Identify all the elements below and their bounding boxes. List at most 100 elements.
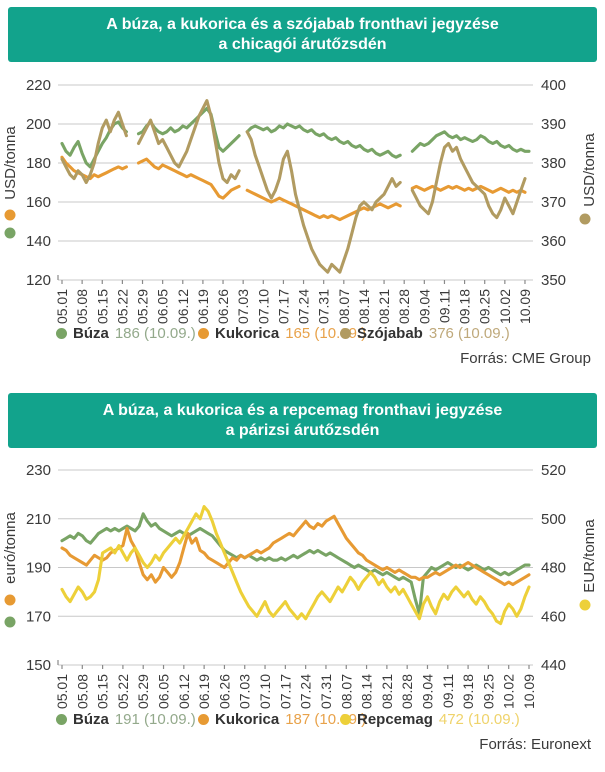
x-axis-tick-label: 05.29 (135, 289, 151, 324)
right-axis-tick-label: 440 (541, 657, 566, 674)
series-line-kukorica (60, 514, 531, 587)
x-axis-tick-label: 07.17 (275, 289, 291, 324)
x-axis-tick-label: 05.08 (74, 289, 90, 324)
legend-label: Repcemag (357, 711, 433, 728)
szójabab-right-axis-dot-icon (579, 213, 591, 225)
x-axis-tick-label: 07.24 (296, 289, 312, 324)
x-axis-tick-label: 07.10 (257, 674, 273, 709)
chicago-chart-section: A búza, a kukorica és a szójabab frontha… (0, 7, 605, 367)
left-axis-tick-label: 190 (26, 560, 51, 577)
paris-source-note: Forrás: Euronext (479, 736, 591, 753)
series-line-búza (60, 512, 531, 616)
left-axis-tick-label: 150 (26, 657, 51, 674)
left-axis-tick-label: 120 (26, 272, 51, 289)
right-axis-tick-label: 500 (541, 511, 566, 528)
x-axis-tick-label: 06.26 (216, 674, 232, 709)
x-axis-tick-label: 05.15 (95, 674, 111, 709)
x-axis-tick-label: 09.04 (419, 674, 435, 709)
repcemag-right-axis-dot-icon (579, 599, 591, 611)
repcemag-legend-dot-icon (340, 714, 351, 725)
legend-item-buza: Búza 186 (10.09.) (56, 325, 196, 342)
x-axis-tick-label: 09.25 (477, 289, 493, 324)
x-axis-tick-label: 09.25 (480, 674, 496, 709)
series-line-kukorica (60, 155, 128, 181)
right-axis-tick-label: 380 (541, 155, 566, 172)
left-axis-unit-label: euró/tonna (2, 511, 19, 583)
series-line-búza (136, 106, 241, 153)
kukorica-legend-dot-icon (198, 328, 209, 339)
x-axis-tick-label: 08.14 (356, 289, 372, 324)
x-axis-tick-label: 08.14 (359, 674, 375, 709)
szojabab-legend-dot-icon (340, 328, 351, 339)
x-axis-tick-label: 05.22 (114, 289, 130, 324)
chicago-chart-title-banner: A búza, a kukorica és a szójabab frontha… (8, 7, 597, 62)
x-axis-tick-label: 06.05 (156, 674, 172, 709)
right-axis-tick-label: 390 (541, 116, 566, 133)
right-axis-unit-label: EUR/tonna (581, 519, 598, 593)
left-axis-tick-label: 220 (26, 77, 51, 94)
x-axis-tick-label: 07.17 (277, 674, 293, 709)
left-axis-tick-label: 140 (26, 233, 51, 250)
x-axis-tick-label: 05.01 (54, 289, 70, 324)
paris-chart-legend: Búza 191 (10.09.) Kukorica 187 (10.09.) … (0, 711, 605, 733)
legend-label: Kukorica (215, 325, 280, 342)
left-axis-unit-label: USD/tonna (2, 126, 19, 200)
left-axis-tick-label: 160 (26, 194, 51, 211)
chicago-chart-legend: Búza 186 (10.09.) Kukorica 165 (10.09.) … (0, 325, 605, 347)
legend-label: Szójabab (357, 325, 423, 342)
series-line-szójabab (136, 99, 241, 185)
x-axis-tick-label: 10.09 (517, 289, 533, 324)
x-axis-tick-label: 09.11 (436, 289, 452, 323)
x-axis-tick-label: 07.31 (316, 289, 332, 324)
right-axis-tick-label: 460 (541, 608, 566, 625)
left-axis-tick-label: 210 (26, 511, 51, 528)
series-line-búza (245, 122, 402, 159)
series-line-repcemag (60, 505, 531, 626)
legend-value: 186 (10.09.) (114, 325, 196, 342)
x-axis-tick-label: 08.28 (396, 289, 412, 324)
right-axis-tick-label: 400 (541, 77, 566, 94)
series-line-kukorica (410, 184, 527, 194)
x-axis-tick-label: 06.12 (175, 289, 191, 324)
x-axis-tick-label: 06.19 (196, 674, 212, 709)
chart-title-line1: A búza, a kukorica és a szójabab frontha… (106, 16, 499, 33)
legend-label: Búza (73, 325, 109, 342)
x-axis-tick-label: 07.10 (255, 289, 271, 324)
x-axis-tick-label: 06.19 (195, 289, 211, 324)
series-line-kukorica (136, 157, 241, 200)
x-axis-tick-label: 08.21 (376, 289, 392, 324)
x-axis-tick-label: 10.09 (521, 674, 537, 709)
x-axis-tick-label: 05.01 (54, 674, 70, 709)
left-axis-tick-label: 200 (26, 116, 51, 133)
x-axis-tick-label: 06.26 (215, 289, 231, 324)
legend-item-buza: Búza 191 (10.09.) (56, 711, 196, 728)
chicago-source-note: Forrás: CME Group (460, 350, 591, 367)
paris-chart-section: A búza, a kukorica és a repcemag frontha… (0, 386, 605, 772)
x-axis-tick-label: 10.02 (497, 289, 513, 324)
series-line-szójabab (245, 130, 402, 274)
right-axis-tick-label: 350 (541, 272, 566, 289)
paris-chart-title-banner: A búza, a kukorica és a repcemag frontha… (8, 393, 597, 448)
chicago-chart-canvas: 220 200 180 160 140 120 400 390 380 370 360 350 05.0… (2, 77, 598, 324)
paris-chart-canvas: 230 210 190 170 150 520 500 480 460 440 05.01 05.08… (2, 462, 598, 709)
x-axis-tick-label: 08.28 (399, 674, 415, 709)
x-axis-tick-label: 07.03 (235, 289, 251, 324)
x-axis-tick-label: 08.07 (338, 674, 354, 709)
left-axis-tick-label: 180 (26, 155, 51, 172)
x-axis-tick-label: 07.24 (298, 674, 314, 709)
x-axis-tick-label: 08.07 (336, 289, 352, 324)
x-axis-tick-label: 06.12 (176, 674, 192, 709)
chart-title-line2: a chicagói árutőzsdén (218, 36, 387, 53)
x-axis-tick-label: 09.11 (440, 674, 456, 708)
x-axis-tick-label: 09.18 (457, 289, 473, 324)
x-axis-tick-label: 06.05 (155, 289, 171, 324)
x-axis-tick-label: 05.29 (135, 674, 151, 709)
buza-legend-dot-icon (56, 328, 67, 339)
right-axis-tick-label: 370 (541, 194, 566, 211)
legend-item-szojabab: Szójabab 376 (10.09.) (340, 325, 510, 342)
right-axis-unit-label: USD/tonna (581, 133, 598, 207)
x-axis-tick-label: 05.08 (74, 674, 90, 709)
x-axis-tick-label: 07.31 (318, 674, 334, 709)
legend-item-repcemag: Repcemag 472 (10.09.) (340, 711, 520, 728)
series-line-búza (410, 130, 531, 153)
